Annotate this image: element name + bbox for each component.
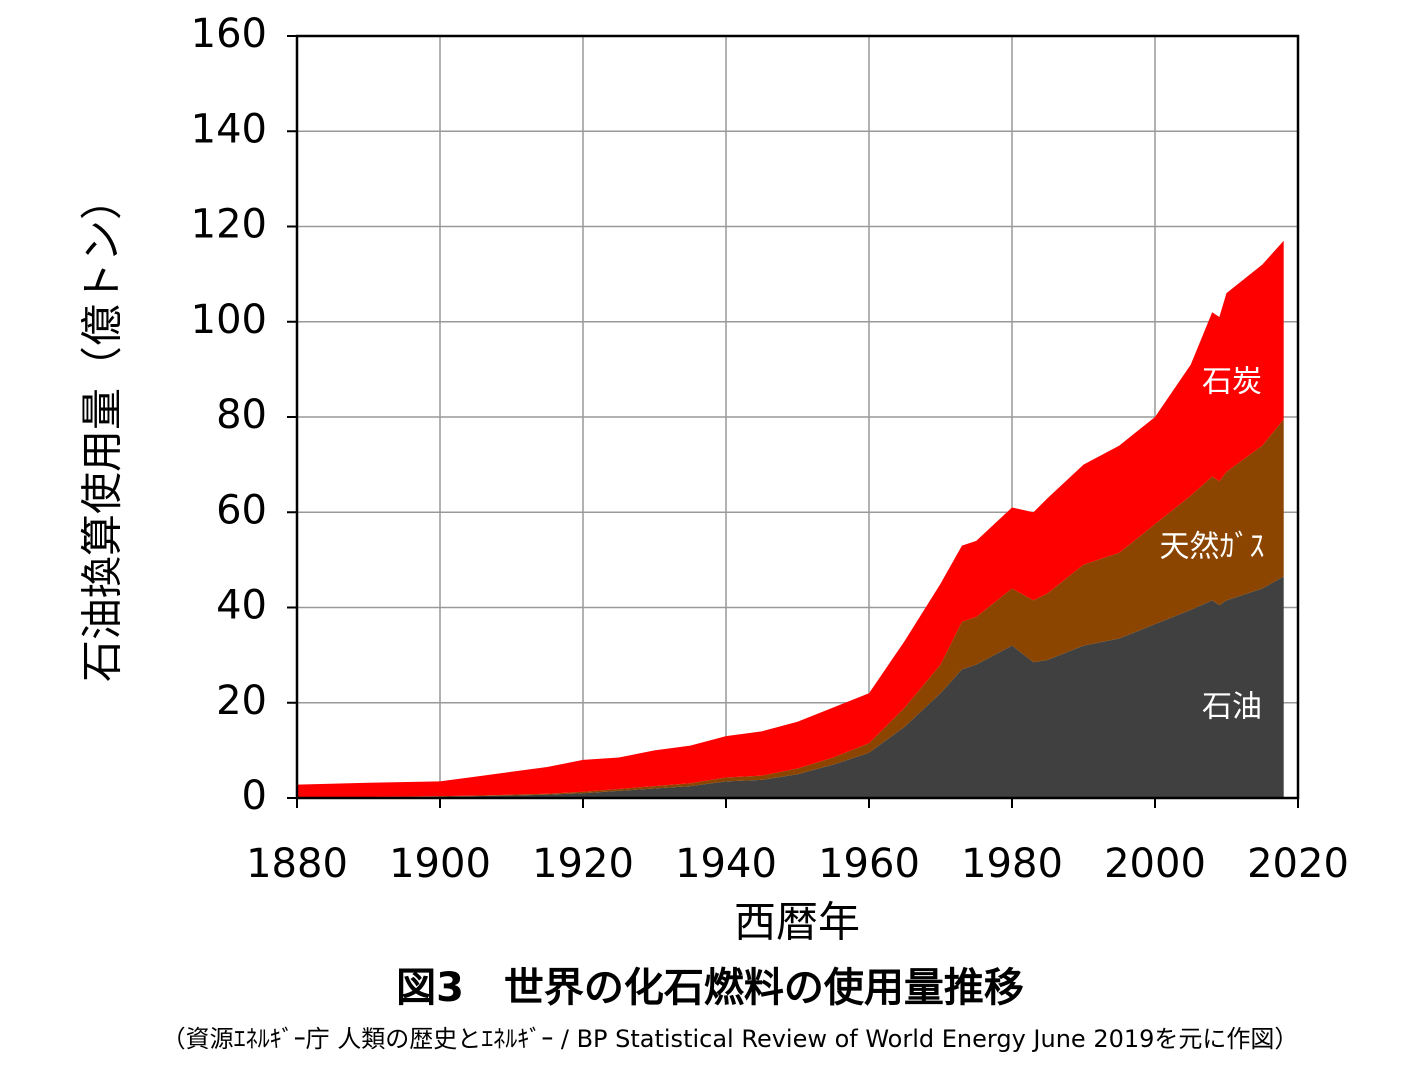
x-axis-label: 西暦年: [734, 898, 860, 947]
x-tick-label: 1880: [246, 841, 348, 887]
y-tick-label: 140: [191, 106, 267, 152]
x-tick-label: 1900: [389, 841, 491, 887]
x-tick-label: 1980: [961, 841, 1063, 887]
x-tick-label: 1940: [675, 841, 777, 887]
y-tick-label: 0: [242, 773, 267, 819]
series-label: 天然ｶﾞｽ: [1160, 530, 1265, 565]
area: [297, 576, 1284, 798]
y-axis-label: 石油換算使用量（億トン）: [78, 178, 127, 682]
y-tick-label: 80: [216, 392, 267, 438]
y-tick-label: 160: [191, 11, 267, 57]
y-tick-label: 20: [216, 678, 267, 724]
plot-frame: [295, 34, 1300, 800]
y-tick-label: 60: [216, 487, 267, 533]
y-tick-label: 40: [216, 583, 267, 629]
x-tick-label: 2000: [1104, 841, 1206, 887]
series-label: 石炭: [1202, 365, 1262, 400]
chart-subtitle: （資源ｴﾈﾙｷﾞｰ庁 人類の歴史とｴﾈﾙｷﾞｰ / BP Statistical…: [162, 1025, 1299, 1053]
x-tick-label: 1920: [532, 841, 634, 887]
x-tick-label: 2020: [1247, 841, 1349, 887]
y-tick-label: 100: [191, 297, 267, 343]
area: [297, 419, 1284, 798]
series-label: 石油: [1202, 690, 1262, 725]
x-tick-label: 1960: [818, 841, 920, 887]
chart-title: 図3 世界の化石燃料の使用量推移: [396, 965, 1024, 1011]
y-tick-label: 120: [191, 202, 267, 248]
area: [297, 240, 1284, 798]
